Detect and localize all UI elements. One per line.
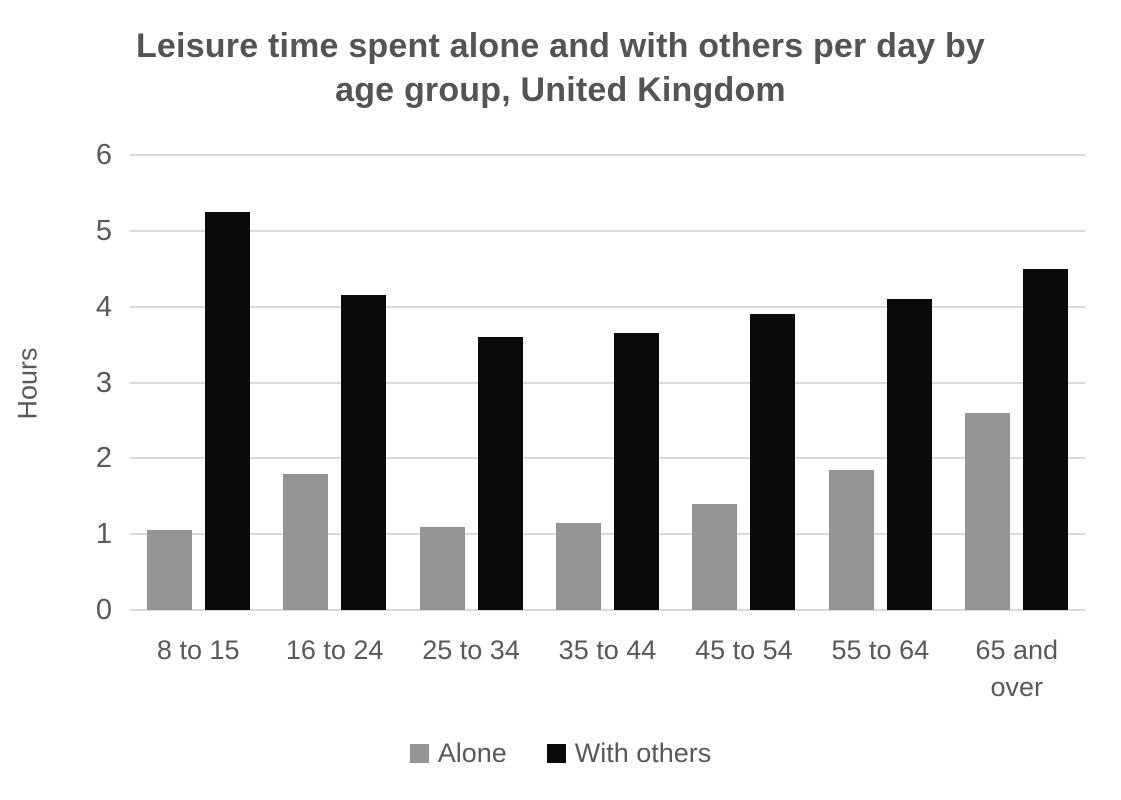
bar-alone-8-to-15	[146, 530, 192, 610]
chart-title-wrap: Leisure time spent alone and with others…	[0, 24, 1121, 112]
bar-group-35-to-44	[539, 155, 675, 610]
bar-with-others-55-to-64	[886, 299, 932, 610]
gridline-2	[130, 457, 1085, 460]
x-axis-label-55-to-64: 55 to 64	[831, 635, 930, 665]
y-tick-label-0: 0	[95, 594, 112, 626]
legend-item-with-others: With others	[546, 738, 712, 769]
bar-with-others-16-to-24	[341, 295, 387, 610]
gridline-1	[130, 533, 1085, 536]
x-axis-label-45-to-54: 45 to 54	[695, 635, 793, 665]
gridline-5	[130, 229, 1085, 232]
legend-swatch-icon	[409, 744, 429, 763]
bar-group-16-to-24	[266, 155, 402, 610]
legend: Alone With others	[0, 738, 1121, 769]
legend-label-with-others: With others	[574, 738, 712, 768]
gridline-0	[130, 609, 1085, 611]
bar-with-others-25-to-34	[477, 337, 523, 610]
bar-group-8-to-15	[130, 155, 266, 610]
y-tick-label-6: 6	[95, 139, 112, 171]
legend-label-alone: Alone	[437, 738, 507, 768]
gridline-4	[130, 305, 1085, 308]
y-tick-label-5: 5	[95, 214, 112, 247]
bar-group-25-to-34	[403, 155, 539, 610]
bar-alone-65-and-over	[965, 412, 1011, 610]
chart-title: Leisure time spent alone and with others…	[135, 27, 986, 109]
bar-group-55-to-64	[812, 155, 948, 610]
bar-alone-16-to-24	[283, 473, 329, 610]
plot-area	[130, 154, 1085, 611]
bar-group-65-and-over	[949, 155, 1085, 610]
gridline-3	[130, 381, 1085, 384]
bar-with-others-45-to-54	[750, 314, 796, 610]
y-tick-label-2: 2	[95, 442, 112, 475]
y-tick-label-4: 4	[95, 290, 112, 323]
bar-group-45-to-54	[676, 155, 812, 610]
bars-layer	[130, 155, 1085, 610]
legend-item-alone: Alone	[409, 738, 507, 769]
x-axis-label-16-to-24: 16 to 24	[285, 635, 384, 665]
bar-alone-45-to-54	[692, 503, 738, 610]
bar-alone-25-to-34	[419, 526, 465, 610]
gridline-6	[130, 154, 1085, 156]
x-axis-label-65-and-over: 65 and over	[975, 635, 1059, 702]
bar-with-others-35-to-44	[613, 333, 659, 610]
x-axis-labels: 8 to 15 16 to 24 25 to 34 35 to 44 45 to 54 5…	[130, 632, 1085, 706]
y-tick-label-3: 3	[95, 366, 112, 399]
x-axis-label-25-to-34: 25 to 34	[422, 635, 520, 665]
y-tick-label-1: 1	[95, 518, 112, 551]
bar-alone-55-to-64	[828, 469, 874, 610]
y-axis-tick-labels: 0 1 2 3 4 5 6	[0, 139, 112, 626]
bar-with-others-65-and-over	[1023, 268, 1069, 610]
x-axis-label-8-to-15: 8 to 15	[156, 635, 240, 665]
legend-swatch-icon	[546, 744, 566, 763]
bar-alone-35-to-44	[555, 522, 601, 610]
bar-with-others-8-to-15	[204, 211, 250, 610]
x-axis-label-35-to-44: 35 to 44	[558, 635, 657, 665]
